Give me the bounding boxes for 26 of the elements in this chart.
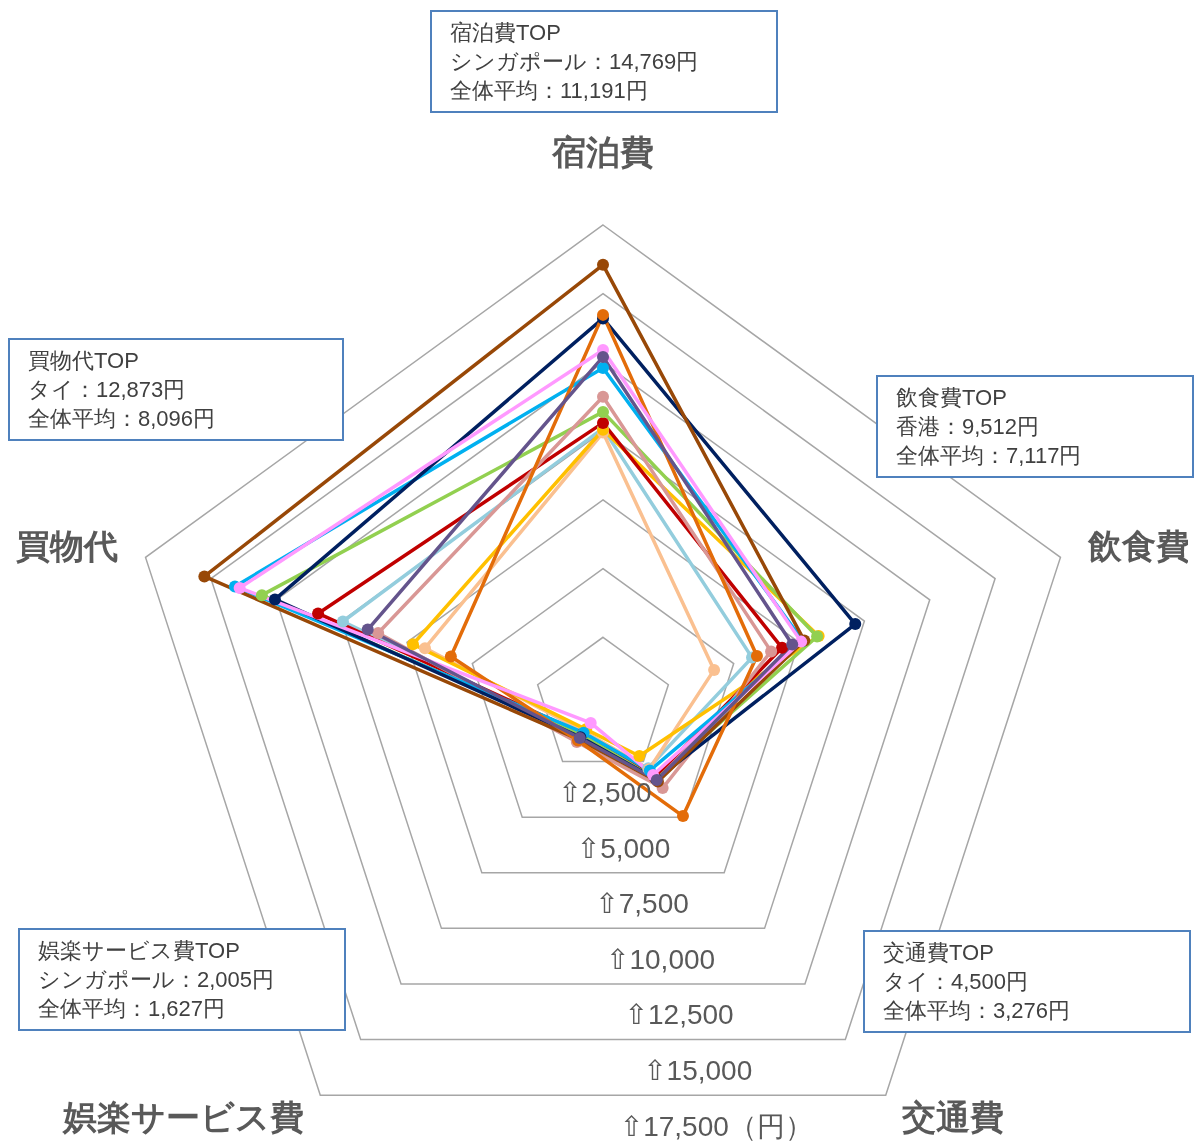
y-tick-label: ⇧5,000 xyxy=(576,832,671,864)
text: 全体平均：11,191円 xyxy=(450,77,649,105)
text: 宿泊費TOP xyxy=(450,19,562,47)
y-tick-label: ⇧2,500 xyxy=(558,776,652,808)
spoke-label: 娯楽サービス費 xyxy=(61,1097,304,1136)
text: 飲食費TOP xyxy=(896,384,1008,412)
text: タイ：12,873円 xyxy=(28,376,187,404)
text: 全体平均：7,117円 xyxy=(896,442,1083,470)
text: 全体平均：1,627円 xyxy=(38,995,227,1023)
spoke-label: 交通費 xyxy=(901,1097,1005,1136)
spoke-label: 宿泊費 xyxy=(551,132,654,171)
spoke-label: 買物代 xyxy=(15,526,118,565)
text: シンガポール：2,005円 xyxy=(38,966,276,994)
y-tick-label: ⇧10,000 xyxy=(606,943,716,975)
text: 交通費TOP xyxy=(883,939,995,967)
text: 娯楽サービス費TOP xyxy=(38,937,241,965)
text: 香港：9,512円 xyxy=(896,413,1041,441)
y-tick-label: ⇧12,500 xyxy=(624,999,734,1031)
y-tick-label: ⇧7,500 xyxy=(595,888,689,920)
text: 全体平均：3,276円 xyxy=(883,997,1072,1025)
text: シンガポール：14,769円 xyxy=(450,48,700,76)
text: タイ：4,500円 xyxy=(883,968,1030,996)
text: 全体平均：8,096円 xyxy=(28,405,217,433)
y-tick-label: ⇧17,500（円） xyxy=(619,1110,813,1142)
text: 買物代TOP xyxy=(28,347,140,375)
y-tick-label: ⇧15,000 xyxy=(643,1054,753,1086)
